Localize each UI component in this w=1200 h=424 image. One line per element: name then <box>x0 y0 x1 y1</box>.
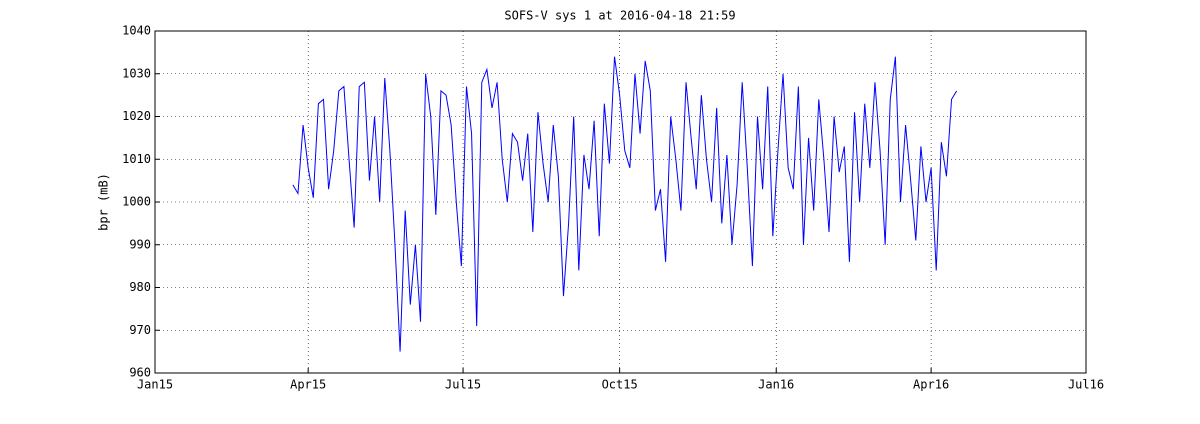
y-tick-label: 970 <box>129 323 151 337</box>
y-tick-label: 990 <box>129 237 151 251</box>
x-tick-label: Jan15 <box>137 378 173 392</box>
x-tick-label: Jul16 <box>1068 378 1104 392</box>
y-tick-label: 960 <box>129 366 151 380</box>
y-tick-label: 1040 <box>122 24 151 38</box>
x-tick-label: Jul15 <box>445 378 481 392</box>
y-tick-label: 1010 <box>122 152 151 166</box>
x-tick-label: Jan16 <box>758 378 794 392</box>
data-line <box>292 56 958 352</box>
chart-title: SOFS-V sys 1 at 2016-04-18 21:59 <box>504 9 735 23</box>
x-tick-label: Oct15 <box>602 378 638 392</box>
x-tick-label: Apr16 <box>913 378 949 392</box>
y-tick-label: 1020 <box>122 109 151 123</box>
y-tick-label: 1030 <box>122 66 151 80</box>
y-tick-label: 1000 <box>122 195 151 209</box>
x-tick-label: Apr15 <box>290 378 326 392</box>
y-tick-label: 980 <box>129 280 151 294</box>
y-axis-label: bpr (mB) <box>97 173 111 231</box>
plot-frame <box>154 30 1087 374</box>
